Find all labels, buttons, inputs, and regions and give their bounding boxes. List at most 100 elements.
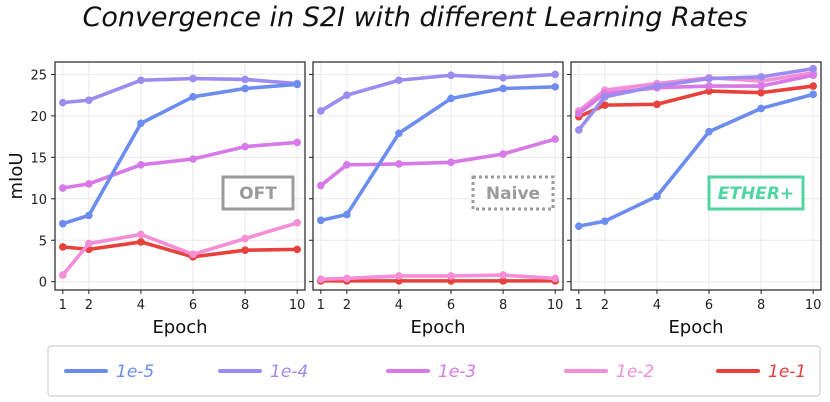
series-1e-5 (317, 83, 559, 225)
series-line (61, 76, 299, 105)
series-line (577, 92, 815, 228)
x-tick-label: 6 (447, 298, 455, 313)
data-point (575, 222, 583, 230)
data-point (85, 239, 93, 248)
data-point (317, 216, 325, 225)
x-tick-label: 8 (241, 298, 249, 313)
data-point (601, 101, 609, 109)
data-point (809, 82, 817, 90)
x-tick-label: 8 (499, 298, 507, 313)
legend-label: 1e-4 (270, 362, 308, 382)
series-1e-3 (59, 138, 301, 192)
legend: 1e-5 1e-4 1e-3 1e-2 1e-1 (47, 345, 821, 397)
data-point (293, 219, 301, 227)
series-line (319, 85, 557, 223)
series-line (577, 66, 815, 132)
data-point (189, 155, 197, 163)
method-tag-label: ETHER+ (718, 184, 794, 204)
x-tick-label: 6 (189, 298, 197, 313)
x-axis-label: Epoch (410, 317, 465, 338)
x-tick-label: 10 (805, 298, 822, 313)
data-point (757, 82, 765, 90)
data-point (241, 246, 249, 255)
data-point (447, 71, 455, 80)
series-line (61, 82, 299, 226)
method-tag: ETHER+ (707, 175, 805, 211)
y-tick-label: 5 (39, 234, 47, 249)
data-point (809, 71, 817, 80)
data-point (447, 272, 455, 280)
panel-ether: 1 2 4 6 8 10 Epoch ETHER+ (567, 61, 822, 338)
data-point (705, 82, 713, 90)
x-axis-label: Epoch (152, 317, 207, 338)
data-point (137, 238, 145, 246)
data-point (447, 158, 455, 167)
x-tick-label: 2 (343, 298, 351, 313)
series-1e-2 (59, 219, 301, 279)
data-point (293, 138, 301, 147)
data-point (575, 109, 583, 118)
panel-oft: 1 2 4 6 8 10 0 5 10 15 20 25 Epoch OFT (30, 61, 306, 338)
x-tick-label: 4 (137, 298, 145, 313)
legend-item-1e-4: 1e-4 (218, 362, 308, 382)
data-point (809, 64, 817, 73)
y-tick-label: 15 (30, 151, 47, 166)
method-tag-label: OFT (239, 184, 277, 204)
y-tick-label: 25 (30, 68, 47, 83)
data-point (551, 274, 559, 283)
data-point (809, 90, 817, 99)
series-1e-4 (317, 70, 559, 115)
data-point (343, 161, 351, 169)
x-tick-label: 1 (575, 298, 583, 313)
data-point (59, 98, 67, 107)
data-point (241, 75, 249, 84)
axes-frame (54, 61, 306, 291)
data-point (137, 230, 145, 239)
series-line (61, 221, 299, 277)
data-point (317, 275, 325, 284)
method-tag-box (707, 175, 805, 211)
axes-frame (312, 61, 564, 291)
data-point (499, 150, 507, 158)
data-point (653, 100, 661, 109)
series-line (319, 137, 557, 188)
method-tag: OFT (221, 175, 295, 211)
series-line (577, 73, 815, 116)
data-point (189, 74, 197, 83)
data-point (757, 73, 765, 81)
data-point (705, 127, 713, 136)
x-tick-label: 10 (289, 298, 306, 313)
data-point (395, 272, 403, 280)
x-tick-label: 8 (757, 298, 765, 313)
panel-naive: 1 2 4 6 8 10 Epoch Naive (309, 61, 564, 338)
data-point (85, 96, 93, 104)
data-point (705, 74, 713, 83)
data-point (499, 277, 507, 285)
legend-item-1e-5: 1e-5 (64, 362, 154, 382)
data-point (343, 274, 351, 283)
data-point (59, 184, 67, 192)
x-axis-label: Epoch (668, 317, 723, 338)
axes-frame (570, 61, 822, 291)
data-point (241, 234, 249, 243)
data-point (189, 93, 197, 101)
data-point (137, 161, 145, 169)
legend-label: 1e-1 (768, 362, 806, 382)
data-point (343, 210, 351, 219)
y-tick-label: 0 (39, 276, 47, 291)
x-tick-label: 2 (85, 298, 93, 313)
data-point (85, 211, 93, 220)
data-point (293, 245, 301, 254)
data-point (395, 129, 403, 138)
chart-panels: 1 2 4 6 8 10 0 5 10 15 20 25 Epoch OFT 1 2 4 6 8 10 Epoch Nai… (6, 61, 822, 338)
data-point (241, 142, 249, 151)
x-tick-label: 6 (705, 298, 713, 313)
x-tick-label: 1 (317, 298, 325, 313)
series-1e-5 (575, 90, 817, 230)
data-point (317, 181, 325, 190)
series-1e-3 (317, 135, 559, 190)
data-point (653, 82, 661, 90)
legend-items: 1e-5 1e-4 1e-3 1e-2 1e-1 (64, 362, 806, 382)
data-point (189, 250, 197, 259)
data-point (317, 107, 325, 115)
